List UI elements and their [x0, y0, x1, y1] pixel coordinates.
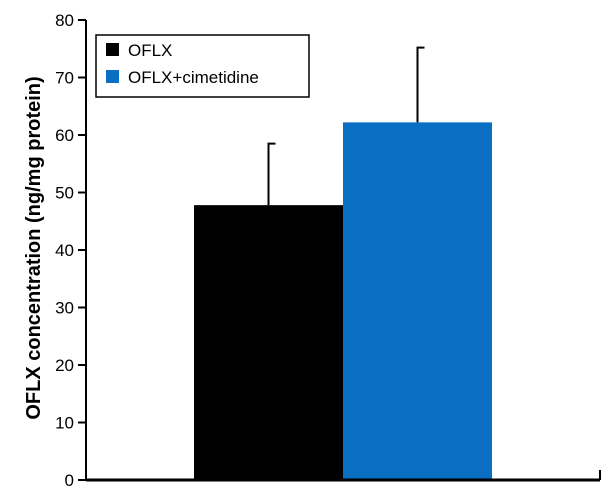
legend-label: OFLX+cimetidine — [128, 68, 259, 87]
y-axis-ticks: 0 10 20 30 40 50 60 70 80 — [55, 11, 86, 487]
y-tick-label: 10 — [55, 414, 74, 433]
legend-label: OFLX — [128, 41, 172, 60]
y-tick-label: 80 — [55, 11, 74, 30]
y-tick-label: 30 — [55, 299, 74, 318]
y-tick-label: 0 — [65, 471, 74, 487]
y-tick-label: 70 — [55, 69, 74, 88]
y-tick-label: 50 — [55, 184, 74, 203]
y-tick-label: 60 — [55, 126, 74, 145]
y-tick-label: 20 — [55, 356, 74, 375]
legend: OFLX OFLX+cimetidine — [95, 34, 310, 98]
error-bars — [267, 46, 425, 206]
bars — [194, 122, 492, 480]
legend-swatch — [106, 70, 119, 83]
bar-oflx-cimetidine — [343, 122, 492, 480]
bar-oflx — [194, 205, 343, 480]
legend-box — [95, 34, 310, 98]
y-tick-label: 40 — [55, 241, 74, 260]
legend-swatch — [106, 43, 119, 56]
y-axis-title: OFLX concentration (ng/mg protein) — [23, 76, 45, 419]
